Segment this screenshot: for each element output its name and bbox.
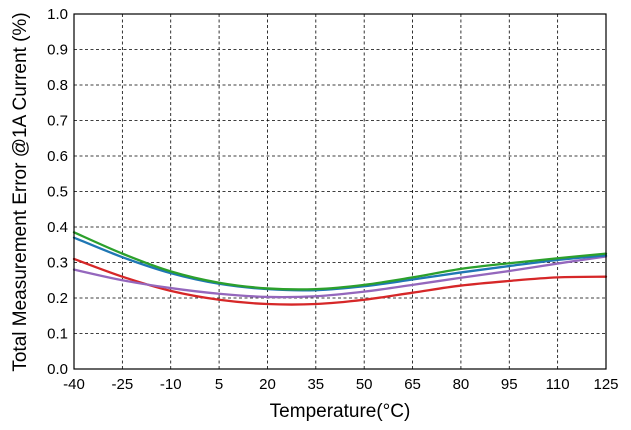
series-line-1 (72, 257, 608, 306)
y-tick-label: 0.1 (47, 326, 68, 343)
x-tick-label: -40 (63, 376, 85, 393)
x-tick-label: -10 (160, 376, 182, 393)
y-tick-label: 0.5 (47, 184, 68, 201)
y-tick-label: 0.9 (47, 42, 68, 59)
y-tick-label: 0.0 (47, 361, 68, 378)
series-line-3 (72, 236, 608, 292)
y-tick-label: 0.8 (47, 77, 68, 94)
series-line-4 (72, 231, 608, 291)
plot-frame (73, 13, 607, 370)
y-axis-ticks: 0.0 0.1 0.2 0.3 0.4 0.5 0.6 0.7 0.8 0.9 1.0 (47, 6, 68, 378)
x-tick-label: 80 (453, 376, 470, 393)
y-tick-label: 0.4 (47, 219, 68, 236)
x-tick-label: 65 (404, 376, 421, 393)
y-tick-label: 0.7 (47, 113, 68, 130)
y-tick-label: 1.0 (47, 6, 68, 23)
y-tick-label: 0.6 (47, 148, 68, 165)
x-tick-label: 35 (307, 376, 324, 393)
x-tick-label: 50 (356, 376, 373, 393)
x-tick-label: 110 (546, 376, 570, 393)
x-axis-title: Temperature(°C) (270, 401, 411, 422)
y-axis-title: Total Measurement Error @1A Current (%) (10, 12, 31, 371)
x-axis-ticks: -40 -25 -10 5 20 35 50 65 80 95 110 125 (63, 376, 618, 393)
x-tick-label: -25 (112, 376, 134, 393)
x-tick-label: 5 (215, 376, 223, 393)
series-line-2 (72, 255, 608, 299)
y-tick-label: 0.3 (47, 255, 68, 272)
x-tick-label: 95 (501, 376, 518, 393)
grid (74, 14, 606, 369)
x-tick-label: 125 (593, 376, 618, 393)
y-tick-label: 0.2 (47, 290, 68, 307)
x-tick-label: 20 (259, 376, 276, 393)
series-group (72, 231, 608, 306)
